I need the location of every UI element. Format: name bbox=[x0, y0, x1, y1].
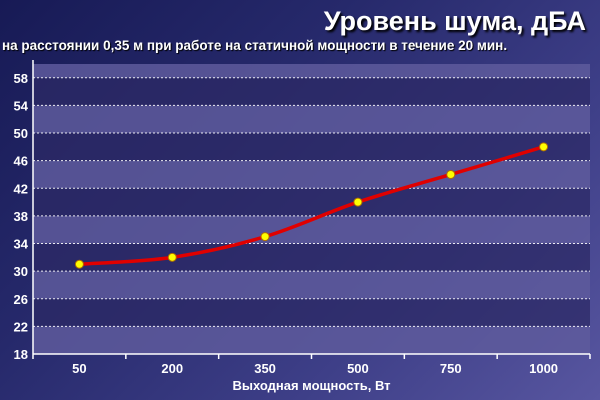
x-tick-label: 50 bbox=[72, 361, 86, 376]
x-axis-ticks: 50 200 350 500 750 1000 bbox=[32, 354, 591, 376]
x-tick-label: 500 bbox=[347, 361, 369, 376]
data-point bbox=[167, 252, 177, 262]
chart-title: Уровень шума, дБА bbox=[323, 6, 586, 36]
plot-band bbox=[33, 160, 590, 189]
x-axis-label: Выходная мощность, Вт bbox=[232, 378, 390, 393]
plot-bands bbox=[33, 64, 590, 354]
y-tick-label: 18 bbox=[14, 347, 28, 362]
plot-band bbox=[33, 298, 590, 327]
y-tick-label: 42 bbox=[14, 181, 28, 196]
x-tick-label: 200 bbox=[161, 361, 183, 376]
data-point bbox=[446, 169, 456, 179]
y-tick-label: 30 bbox=[14, 264, 28, 279]
y-tick-label: 34 bbox=[14, 237, 29, 252]
y-tick-label: 50 bbox=[14, 126, 28, 141]
plot-band bbox=[33, 271, 590, 299]
plot-band bbox=[33, 326, 590, 354]
y-tick-label: 38 bbox=[14, 209, 28, 224]
x-tick-label: 350 bbox=[254, 361, 276, 376]
chart-subtitle: на расстоянии 0,35 м при работе на стати… bbox=[2, 38, 508, 53]
data-point bbox=[353, 197, 363, 207]
y-tick-label: 22 bbox=[14, 319, 28, 334]
plot-band bbox=[33, 243, 590, 272]
data-point bbox=[260, 232, 270, 242]
data-point bbox=[539, 142, 549, 152]
y-tick-label: 46 bbox=[14, 154, 28, 169]
plot-band bbox=[33, 133, 590, 161]
plot-band bbox=[33, 77, 590, 106]
y-tick-label: 54 bbox=[14, 98, 29, 113]
plot-band bbox=[33, 188, 590, 216]
x-tick-label: 1000 bbox=[529, 361, 558, 376]
y-axis-ticks: 18 22 26 30 34 38 42 46 50 54 58 bbox=[14, 71, 29, 362]
plot-band bbox=[33, 105, 590, 134]
y-tick-label: 26 bbox=[14, 292, 28, 307]
x-tick-label: 750 bbox=[440, 361, 462, 376]
series-markers bbox=[74, 142, 549, 269]
data-point bbox=[74, 259, 84, 269]
plot-band bbox=[33, 64, 590, 78]
y-tick-label: 58 bbox=[14, 71, 28, 86]
series-line bbox=[77, 145, 546, 266]
